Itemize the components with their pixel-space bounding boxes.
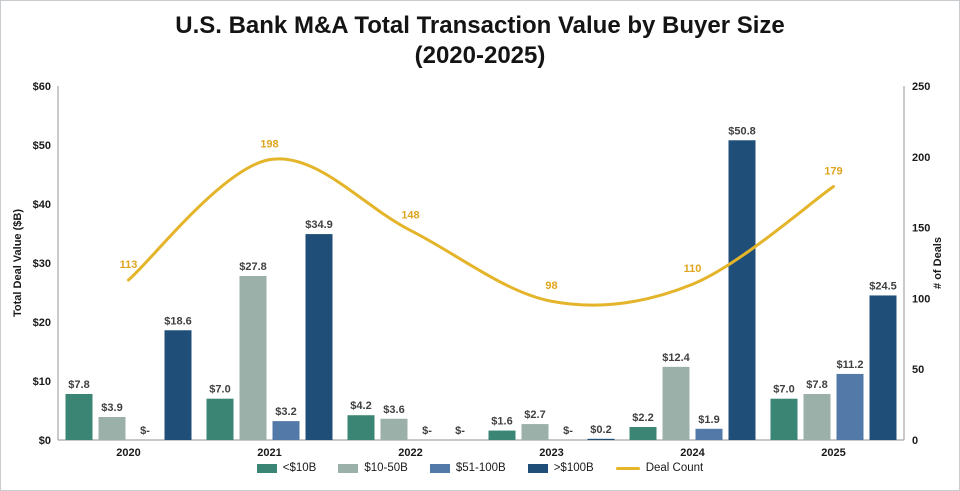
bar-value-label: $2.2	[632, 412, 653, 424]
bar-$10-50B-2025	[803, 393, 831, 440]
right-axis-tick-label: 150	[912, 223, 930, 235]
bar-value-label: $3.2	[275, 406, 296, 418]
left-axis-tick-label: $20	[33, 317, 51, 329]
x-axis-category-label: 2022	[398, 447, 422, 459]
bar-$51-100B-2025	[836, 373, 864, 440]
deal-count-label: 113	[120, 259, 138, 271]
x-axis-category-label: 2025	[821, 447, 845, 459]
bar-value-label: $7.8	[68, 379, 89, 391]
right-axis-tick-label: 100	[912, 293, 930, 305]
bar-$10-50B-2021	[239, 275, 267, 440]
chart-title-line1: U.S. Bank M&A Total Transaction Value by…	[175, 12, 785, 39]
x-axis-category-label: 2024	[680, 447, 705, 459]
bar-value-label: $11.2	[837, 359, 864, 371]
bar-value-label: $24.5	[869, 280, 897, 292]
bar-<$10B-2022	[347, 415, 375, 440]
x-axis-category-label: 2023	[539, 447, 563, 459]
bar-value-label: $27.8	[239, 261, 267, 273]
bar-$10-50B-2020	[98, 416, 126, 440]
chart-legend: <$10B $10-50B $51-100B >$100B Deal Count	[1, 462, 959, 474]
bar-value-label: $-	[455, 425, 465, 437]
legend-color-swatch	[527, 463, 548, 473]
deal-count-line	[127, 157, 835, 307]
bar-value-label: $1.6	[491, 416, 512, 428]
bar-value-label: $7.0	[773, 384, 794, 396]
bar-value-label: $12.4	[662, 352, 690, 364]
bar-value-label: $4.2	[350, 400, 371, 412]
bar-<$10B-2023	[488, 430, 516, 440]
bar-value-label: $7.0	[209, 384, 230, 396]
bar-<$10B-2020	[65, 393, 93, 440]
legend-color-swatch	[338, 463, 359, 473]
left-axis-tick-label: $50	[33, 140, 51, 152]
legend-item-100b: >$100B	[527, 462, 594, 474]
right-axis-tick-label: 200	[912, 152, 930, 164]
bar-value-label: $-	[140, 425, 150, 437]
bar->$100B-2020	[164, 330, 192, 440]
bar-$10-50B-2023	[521, 424, 549, 440]
bar->$100B-2024	[728, 140, 756, 440]
deal-count-label: 179	[824, 166, 842, 178]
bar-value-label: $34.9	[305, 219, 333, 231]
bar-value-label: $2.7	[524, 409, 545, 421]
chart-title: U.S. Bank M&A Total Transaction Value by…	[1, 11, 959, 71]
bar-value-label: $-	[422, 425, 432, 437]
bar-value-label: $-	[563, 425, 573, 437]
deal-count-label: 98	[545, 280, 557, 292]
bar-value-label: $0.2	[590, 424, 611, 436]
bar-value-label: $3.6	[383, 404, 404, 416]
bar-$51-100B-2021	[272, 421, 300, 440]
legend-label: >$100B	[553, 462, 594, 474]
legend-color-swatch	[429, 463, 450, 473]
bar-value-label: $1.9	[698, 414, 719, 426]
legend-item-10-50b: $10-50B	[338, 462, 408, 474]
legend-label: $10-50B	[364, 462, 408, 474]
right-axis-title: # of Deals	[932, 237, 944, 289]
bar-$51-100B-2024	[695, 428, 723, 440]
legend-item-51-100b: $51-100B	[429, 462, 506, 474]
bar-<$10B-2021	[206, 398, 234, 440]
legend-item-deal-count: Deal Count	[615, 462, 704, 474]
legend-line-swatch	[615, 466, 640, 470]
left-axis-tick-label: $60	[33, 81, 51, 93]
bar-value-label: $3.9	[101, 402, 122, 414]
x-axis-category-label: 2021	[257, 447, 281, 459]
bar->$100B-2023	[587, 438, 615, 440]
x-axis-category-label: 2020	[116, 447, 140, 459]
deal-count-label: 148	[401, 209, 419, 221]
legend-item-10b: <$10B	[256, 462, 317, 474]
bar-value-label: $7.8	[806, 379, 827, 391]
bar->$100B-2021	[305, 234, 333, 440]
right-axis-tick-label: 0	[912, 435, 918, 447]
deal-count-label: 198	[260, 139, 278, 151]
right-axis-tick-label: 250	[912, 81, 930, 93]
bar-<$10B-2025	[770, 398, 798, 440]
left-axis-title: Total Deal Value ($B)	[12, 209, 24, 317]
left-axis-tick-label: $40	[33, 199, 51, 211]
left-axis-tick-label: $0	[39, 435, 51, 447]
deal-count-label: 110	[684, 263, 702, 275]
right-axis-tick-label: 50	[912, 364, 924, 376]
bar-$10-50B-2024	[662, 366, 690, 440]
left-axis-tick-label: $30	[33, 258, 51, 270]
chart-title-line2: (2020-2025)	[414, 42, 546, 69]
bar->$100B-2025	[869, 295, 897, 440]
legend-label: <$10B	[282, 462, 317, 474]
bar-<$10B-2024	[629, 427, 657, 440]
bar-value-label: $18.6	[164, 315, 192, 327]
bar-value-label: $50.8	[728, 125, 756, 137]
legend-color-swatch	[256, 463, 277, 473]
legend-label: $51-100B	[455, 462, 506, 474]
bar-$10-50B-2022	[380, 418, 408, 440]
left-axis-tick-label: $10	[33, 376, 51, 388]
legend-label: Deal Count	[645, 462, 704, 474]
